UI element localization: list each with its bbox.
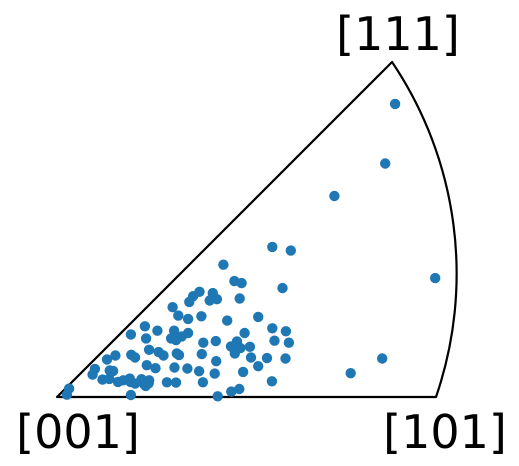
data-point xyxy=(173,310,184,321)
data-point xyxy=(129,378,141,389)
data-point xyxy=(226,386,237,397)
apex-label-111: [111] xyxy=(336,7,460,61)
data-point xyxy=(266,376,278,387)
data-point xyxy=(280,353,291,364)
data-point xyxy=(125,389,137,401)
data-point xyxy=(129,352,141,363)
data-point xyxy=(285,245,296,256)
data-point xyxy=(377,353,388,364)
stereographic-triangle-boundary xyxy=(55,60,458,399)
data-point xyxy=(237,366,249,378)
data-point xyxy=(222,315,233,326)
data-point xyxy=(234,383,245,395)
data-point xyxy=(283,337,295,348)
data-points xyxy=(61,98,441,402)
data-point xyxy=(143,378,154,389)
data-point xyxy=(152,325,163,336)
data-point xyxy=(380,158,391,169)
data-point xyxy=(234,293,245,304)
data-point xyxy=(430,272,441,284)
data-point xyxy=(125,329,137,340)
data-point xyxy=(389,98,401,110)
data-point xyxy=(269,335,280,346)
data-point xyxy=(61,389,73,400)
data-point xyxy=(267,241,278,253)
data-point xyxy=(196,311,207,322)
data-point xyxy=(170,377,182,388)
data-point xyxy=(87,369,98,380)
origin-label-001: [001] xyxy=(16,405,140,459)
data-point xyxy=(141,360,152,371)
data-point xyxy=(211,356,222,367)
data-point xyxy=(112,376,124,388)
data-point xyxy=(110,350,121,361)
data-point xyxy=(198,337,209,348)
data-point xyxy=(209,368,220,379)
data-point xyxy=(182,327,194,339)
data-point xyxy=(277,282,288,294)
data-point xyxy=(267,323,278,334)
data-point xyxy=(139,321,151,332)
data-point xyxy=(212,391,223,402)
data-point xyxy=(150,363,161,374)
data-point xyxy=(140,333,152,344)
data-point xyxy=(261,352,273,364)
data-point xyxy=(239,327,250,339)
data-point xyxy=(229,348,240,359)
data-point xyxy=(143,344,155,355)
data-point xyxy=(197,377,209,388)
data-point xyxy=(104,373,115,385)
data-point xyxy=(329,190,340,202)
data-point xyxy=(161,377,173,388)
data-point xyxy=(211,294,223,305)
data-point xyxy=(101,354,113,365)
data-point xyxy=(236,277,247,289)
data-point xyxy=(244,341,256,352)
data-point xyxy=(173,349,185,361)
data-point xyxy=(193,366,205,377)
data-point xyxy=(169,362,180,373)
edge-label-101: [101] xyxy=(383,405,507,459)
data-point xyxy=(345,368,356,379)
data-point xyxy=(107,365,119,377)
data-point xyxy=(280,326,292,337)
data-point xyxy=(210,335,221,347)
data-point xyxy=(218,259,229,270)
data-point xyxy=(184,296,195,308)
data-point xyxy=(253,311,264,323)
data-point xyxy=(182,363,193,374)
data-point xyxy=(196,348,207,360)
data-point xyxy=(182,313,194,325)
data-point xyxy=(253,361,264,372)
data-point xyxy=(167,302,178,313)
data-point xyxy=(158,350,169,361)
data-point xyxy=(245,352,257,363)
